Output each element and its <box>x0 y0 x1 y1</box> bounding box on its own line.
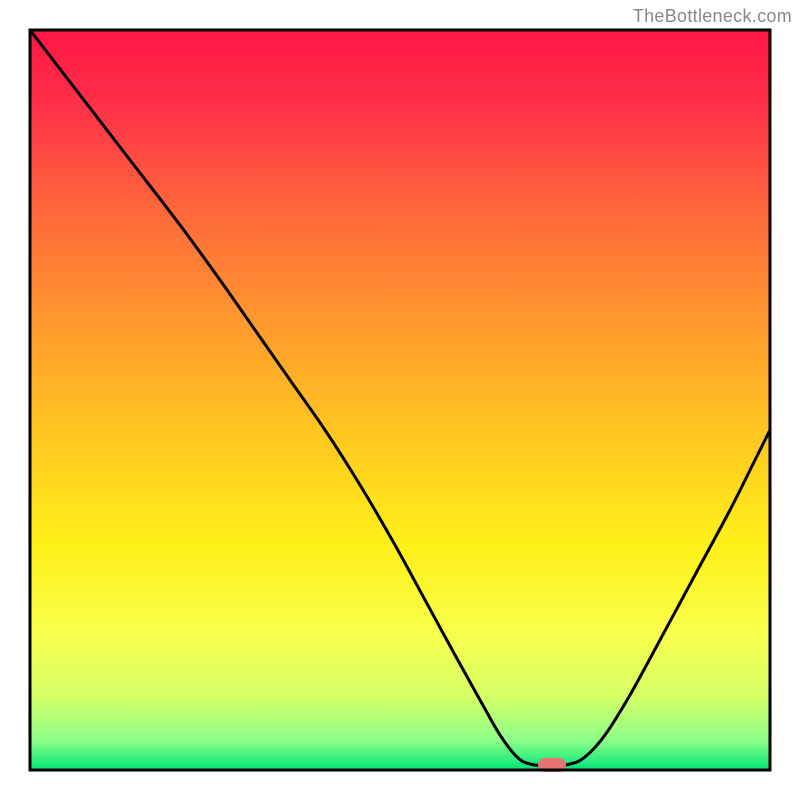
bottleneck-chart <box>0 0 800 800</box>
chart-root: TheBottleneck.com <box>0 0 800 800</box>
plot-gradient-background <box>30 30 770 770</box>
watermark-text: TheBottleneck.com <box>633 6 792 27</box>
